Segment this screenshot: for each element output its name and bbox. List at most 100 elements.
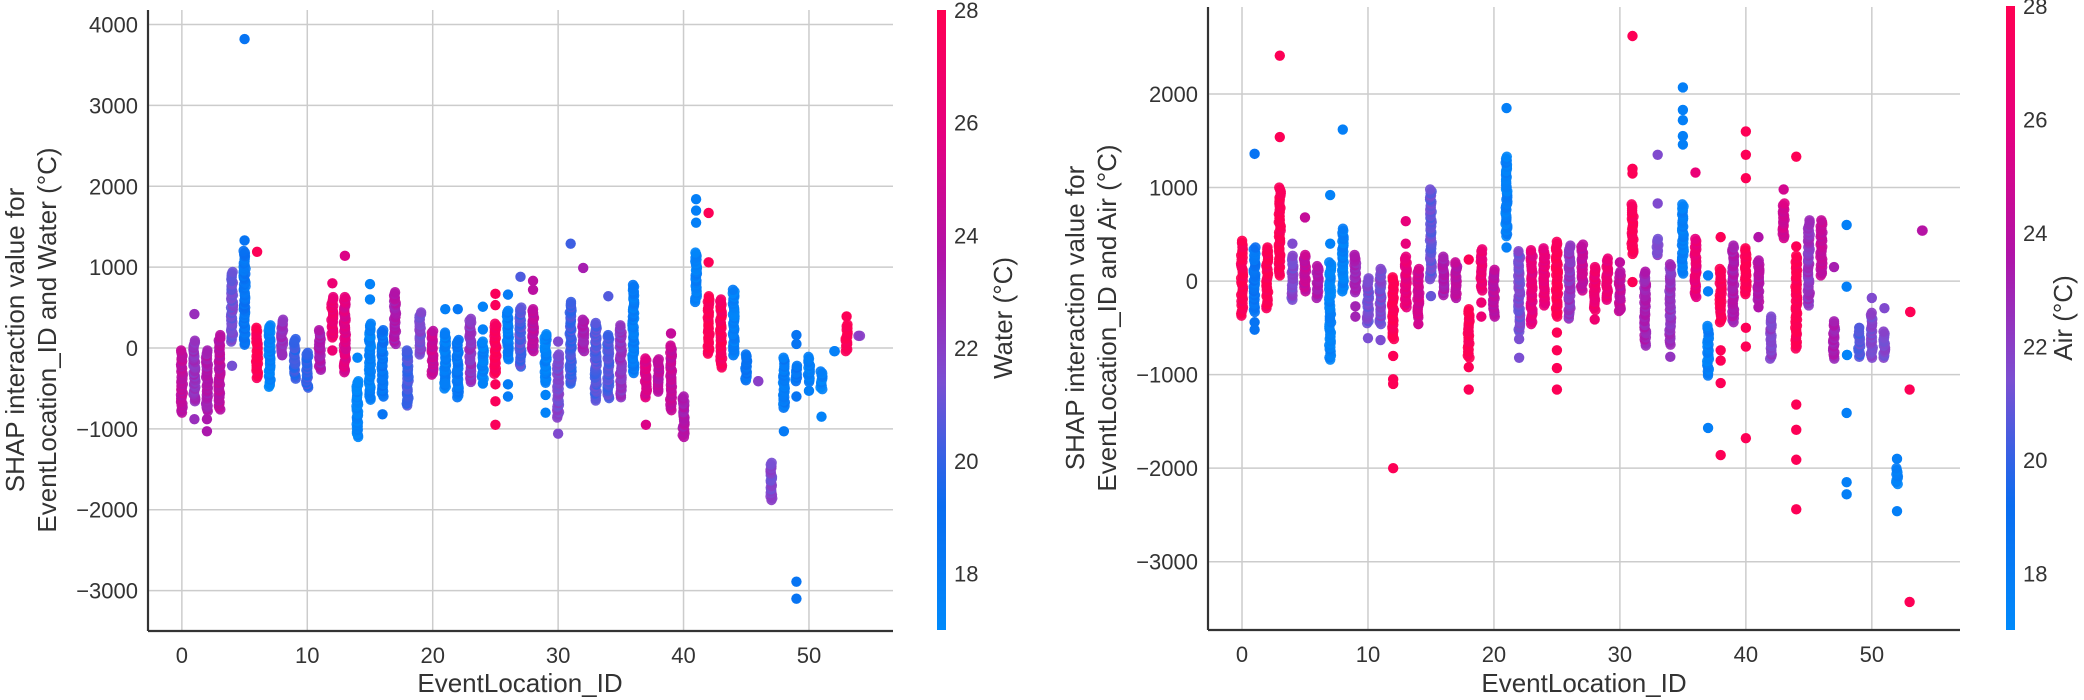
x-tick-label: 10 <box>1356 642 1380 667</box>
data-point-outlier <box>540 389 551 401</box>
data-point-outlier <box>1463 361 1474 373</box>
data-point-outlier <box>1702 422 1714 434</box>
x-axis-label: EventLocation_ID <box>1481 668 1686 698</box>
data-point-outlier <box>1715 345 1726 356</box>
data-point-outlier <box>1476 311 1487 322</box>
data-point-outlier <box>1791 399 1802 410</box>
data-point-outlier <box>703 207 714 219</box>
data-point-outlier <box>377 409 388 420</box>
data-point-outlier <box>690 194 702 205</box>
y-tick-label: 2000 <box>1149 82 1198 107</box>
colorbar-tick-label: 22 <box>954 336 978 361</box>
data-point <box>803 351 814 363</box>
data-point-outlier <box>841 311 852 322</box>
data-point-outlier <box>540 407 551 418</box>
data-point-outlier <box>703 257 714 268</box>
data-point <box>313 325 325 336</box>
data-point <box>327 291 339 303</box>
y-axis-label-line2: EventLocation_ID and Air (°C) <box>1092 144 1122 491</box>
data-point-outlier <box>1841 407 1852 419</box>
data-point-outlier <box>1551 362 1563 374</box>
data-point <box>602 329 614 341</box>
data-point-outlier <box>1463 384 1474 395</box>
data-point <box>1324 257 1335 268</box>
data-point-outlier <box>1614 257 1626 268</box>
y-tick-label: −3000 <box>76 579 138 604</box>
data-point <box>1400 251 1412 262</box>
x-tick-label: 50 <box>1860 642 1884 667</box>
data-point-outlier <box>1740 341 1752 352</box>
data-point-outlier <box>690 205 702 216</box>
colorbar-tick-label: 20 <box>954 449 978 474</box>
data-point-outlier <box>277 350 288 361</box>
data-point <box>640 353 651 364</box>
data-point <box>1779 198 1790 209</box>
data-point <box>753 375 764 387</box>
data-point <box>1513 245 1524 257</box>
colorbar-tick-label: 26 <box>954 111 978 136</box>
data-point <box>1262 242 1273 253</box>
data-point-outlier <box>364 294 376 305</box>
data-point <box>553 349 565 360</box>
y-tick-label: 1000 <box>89 255 138 280</box>
data-point <box>238 245 249 257</box>
data-point <box>1525 245 1537 256</box>
data-point-outlier <box>1791 424 1802 436</box>
data-point-outlier <box>1337 124 1348 135</box>
y-tick-label: 0 <box>126 336 138 361</box>
data-point <box>1565 240 1576 251</box>
data-point <box>365 318 377 329</box>
data-point <box>1476 244 1488 255</box>
data-point <box>1728 240 1739 251</box>
data-point-outlier <box>327 278 338 289</box>
data-point-outlier <box>1791 454 1802 465</box>
data-point-outlier <box>1778 184 1789 195</box>
data-point-outlier <box>1513 352 1525 363</box>
data-point <box>1236 235 1248 247</box>
data-point-outlier <box>226 360 238 371</box>
data-point-outlier <box>1463 254 1474 265</box>
data-point-outlier <box>552 428 564 439</box>
y-tick-label: 2000 <box>89 174 138 199</box>
data-point <box>703 291 715 302</box>
data-point <box>1311 260 1323 272</box>
data-point-outlier <box>1249 148 1260 160</box>
data-point-outlier <box>640 419 652 431</box>
gridlines <box>148 10 893 631</box>
data-point <box>489 318 501 329</box>
data-point <box>516 302 527 313</box>
data-point-outlier <box>1324 238 1336 249</box>
data-point <box>577 314 588 325</box>
data-point <box>1816 215 1827 226</box>
left-panel-water: 0 10 20 30 40 50 −3000 −2000 −1000 0 1000 2000 3000 4… <box>0 0 1018 698</box>
data-point-outlier <box>201 413 213 425</box>
data-point-outlier <box>477 324 489 335</box>
data-point <box>1250 242 1261 253</box>
data-point-outlier <box>791 391 802 402</box>
data-point-outlier <box>1677 104 1689 116</box>
data-point-outlier <box>565 238 576 249</box>
data-point-outlier <box>1791 504 1802 515</box>
data-point-outlier <box>239 235 250 246</box>
data-point-outlier <box>1740 433 1752 444</box>
data-point-outlier <box>440 378 451 389</box>
data-point <box>1664 259 1676 270</box>
colorbar-tick-label: 26 <box>2023 107 2047 132</box>
data-point-outlier <box>791 338 802 350</box>
data-point-outlier <box>552 336 564 347</box>
colorbar-gradient <box>2006 6 2015 630</box>
data-point-outlier <box>1652 198 1663 209</box>
data-point <box>477 336 489 347</box>
y-tick-label: 3000 <box>89 93 138 118</box>
data-point-outlier <box>477 378 489 389</box>
data-point <box>401 345 413 356</box>
data-point <box>715 294 727 305</box>
data-point <box>1878 326 1889 337</box>
data-point-outlier <box>1866 292 1878 304</box>
y-tick-label: −3000 <box>1136 550 1198 575</box>
data-point-outlier <box>1753 302 1764 313</box>
data-point <box>1615 266 1626 277</box>
data-point <box>1501 151 1513 162</box>
data-point <box>202 345 213 356</box>
data-point <box>465 313 477 325</box>
